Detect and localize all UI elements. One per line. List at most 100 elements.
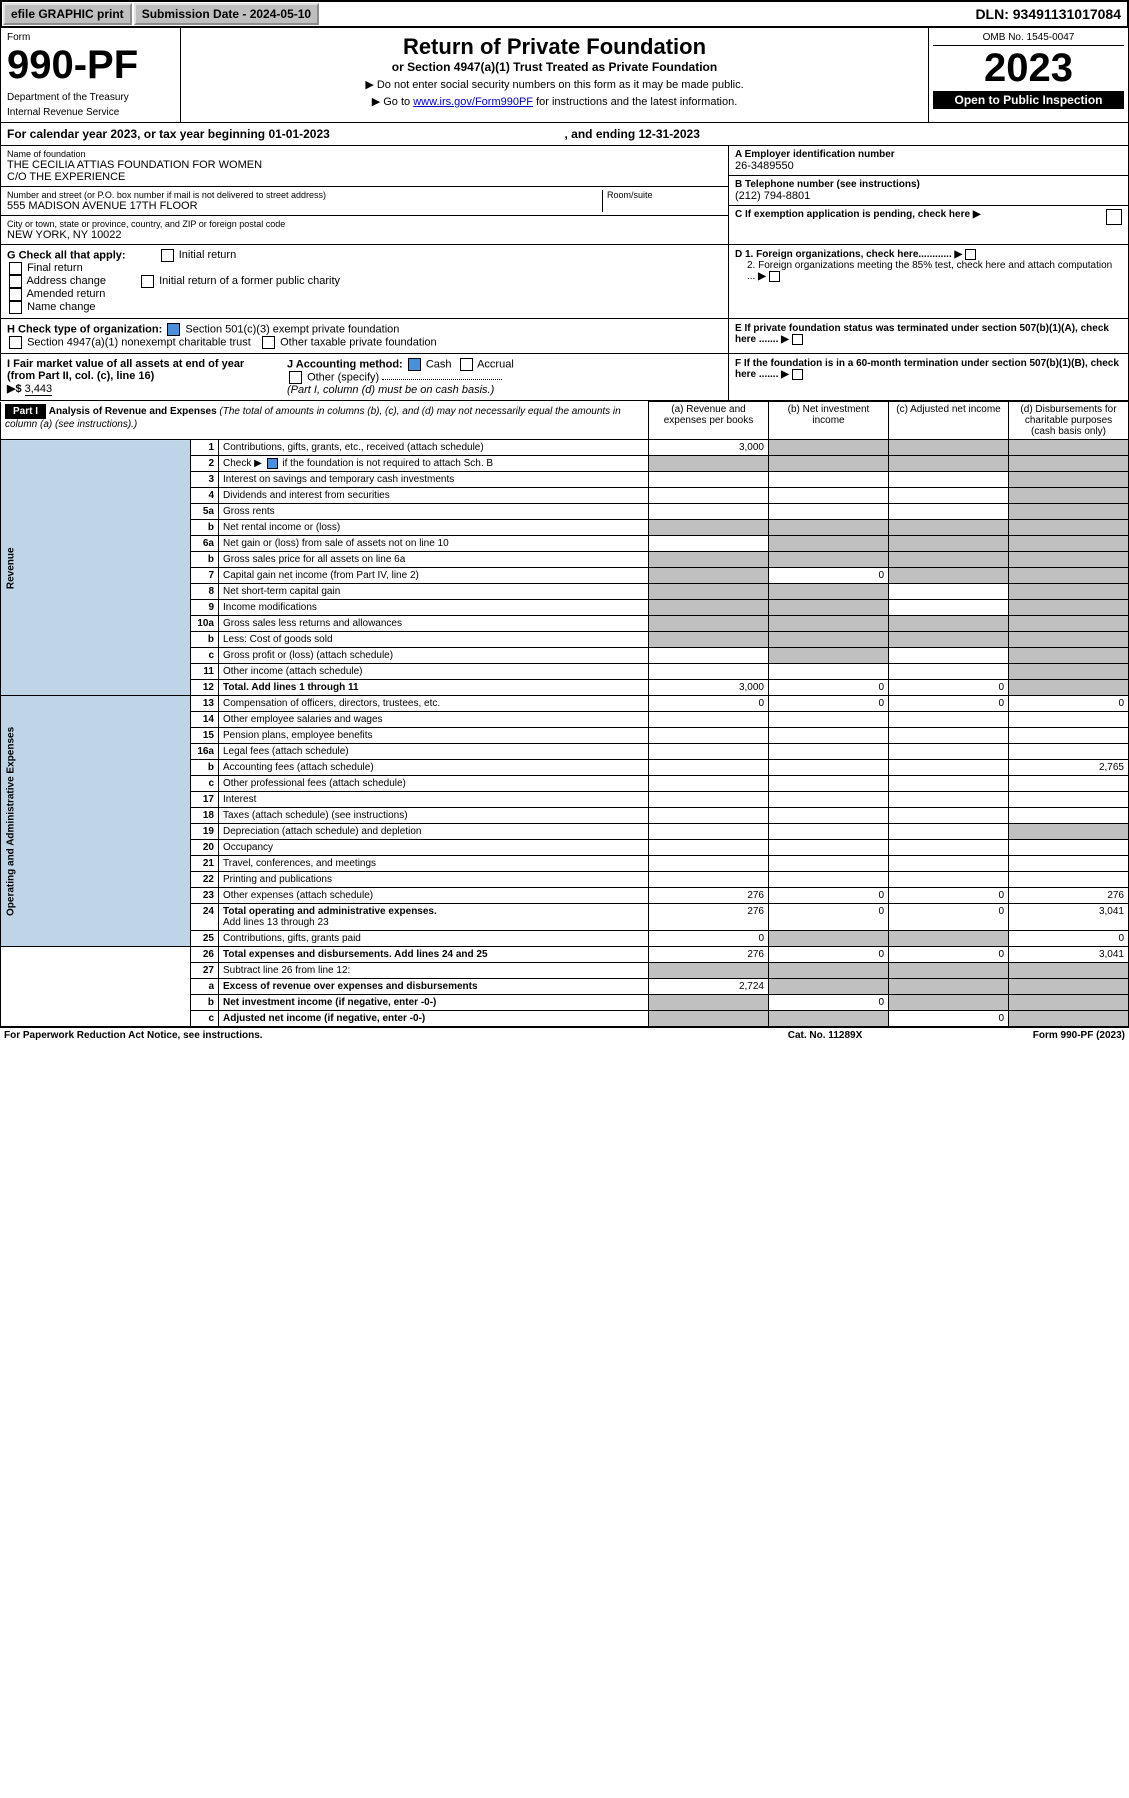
form-title: Return of Private Foundation — [187, 34, 922, 60]
form-subtitle: or Section 4947(a)(1) Trust Treated as P… — [187, 60, 922, 74]
l24-a: 276 — [649, 904, 769, 931]
l12-b: 0 — [769, 680, 889, 696]
l12-a: 3,000 — [649, 680, 769, 696]
calendar-year-row: For calendar year 2023, or tax year begi… — [0, 123, 1129, 146]
section-ij: I Fair market value of all assets at end… — [1, 354, 728, 400]
form-number: 990-PF — [7, 43, 174, 88]
section-f: F If the foundation is in a 60-month ter… — [728, 354, 1128, 400]
amended-return-checkbox[interactable] — [9, 288, 22, 301]
line-19: Depreciation (attach schedule) and deple… — [219, 824, 649, 840]
line-16a: Legal fees (attach schedule) — [219, 744, 649, 760]
501c3-checkbox[interactable] — [167, 323, 180, 336]
line-6a: Net gain or (loss) from sale of assets n… — [219, 536, 649, 552]
paperwork-notice: For Paperwork Reduction Act Notice, see … — [4, 1030, 725, 1041]
accrual-checkbox[interactable] — [460, 358, 473, 371]
status-terminated-checkbox[interactable] — [792, 334, 803, 345]
line-27b: Net investment income (if negative, ente… — [219, 995, 649, 1011]
form-header: Form 990-PF Department of the Treasury I… — [0, 28, 1129, 123]
form-label: Form — [7, 32, 174, 43]
l23-d: 276 — [1009, 888, 1129, 904]
info-block: Name of foundation THE CECILIA ATTIAS FO… — [0, 146, 1129, 245]
l7-b: 0 — [769, 568, 889, 584]
exemption-pending-cell: C If exemption application is pending, c… — [729, 206, 1128, 223]
schb-checkbox[interactable] — [267, 458, 278, 469]
l13-c: 0 — [889, 696, 1009, 712]
col-b-header: (b) Net investment income — [769, 402, 889, 440]
l24-c: 0 — [889, 904, 1009, 931]
l26-d: 3,041 — [1009, 947, 1129, 963]
line-10b: Less: Cost of goods sold — [219, 632, 649, 648]
line-6b: Gross sales price for all assets on line… — [219, 552, 649, 568]
header-right: OMB No. 1545-0047 2023 Open to Public In… — [928, 28, 1128, 122]
l27c-c: 0 — [889, 1011, 1009, 1027]
line-24: Total operating and administrative expen… — [219, 904, 649, 931]
year-end: , and ending 12-31-2023 — [565, 127, 1123, 141]
omb-number: OMB No. 1545-0047 — [933, 32, 1124, 46]
line-3: Interest on savings and temporary cash i… — [219, 472, 649, 488]
year-begin: For calendar year 2023, or tax year begi… — [7, 127, 565, 141]
header-left: Form 990-PF Department of the Treasury I… — [1, 28, 181, 122]
line-17: Interest — [219, 792, 649, 808]
line-15: Pension plans, employee benefits — [219, 728, 649, 744]
telephone-cell: B Telephone number (see instructions) (2… — [729, 176, 1128, 206]
info-right: A Employer identification number 26-3489… — [728, 146, 1128, 244]
4947a1-checkbox[interactable] — [9, 336, 22, 349]
open-inspection: Open to Public Inspection — [933, 91, 1124, 109]
ein-cell: A Employer identification number 26-3489… — [729, 146, 1128, 176]
col-c-header: (c) Adjusted net income — [889, 402, 1009, 440]
line-4: Dividends and interest from securities — [219, 488, 649, 504]
l23-a: 276 — [649, 888, 769, 904]
address-change-checkbox[interactable] — [9, 275, 22, 288]
l27b-b: 0 — [769, 995, 889, 1011]
foreign-org-checkbox[interactable] — [965, 249, 976, 260]
l13-b: 0 — [769, 696, 889, 712]
l12-c: 0 — [889, 680, 1009, 696]
city-cell: City or town, state or province, country… — [1, 216, 728, 244]
section-h: H Check type of organization: Section 50… — [1, 319, 728, 353]
line-1: Contributions, gifts, grants, etc., rece… — [219, 440, 649, 456]
line-5a: Gross rents — [219, 504, 649, 520]
cash-checkbox[interactable] — [408, 358, 421, 371]
initial-return-public-checkbox[interactable] — [141, 275, 154, 288]
final-return-checkbox[interactable] — [9, 262, 22, 275]
line-16b: Accounting fees (attach schedule) — [219, 760, 649, 776]
line-18: Taxes (attach schedule) (see instruction… — [219, 808, 649, 824]
l25-d: 0 — [1009, 931, 1129, 947]
line-10c: Gross profit or (loss) (attach schedule) — [219, 648, 649, 664]
part1-label: Part I — [5, 404, 46, 419]
foreign-85pct-checkbox[interactable] — [769, 271, 780, 282]
page-footer: For Paperwork Reduction Act Notice, see … — [0, 1027, 1129, 1043]
l13-d: 0 — [1009, 696, 1129, 712]
section-g-row: G Check all that apply: Initial return F… — [0, 245, 1129, 319]
info-left: Name of foundation THE CECILIA ATTIAS FO… — [1, 146, 728, 244]
note-ssn: ▶ Do not enter social security numbers o… — [187, 78, 922, 91]
submission-date: Submission Date - 2024-05-10 — [134, 3, 319, 25]
line-22: Printing and publications — [219, 872, 649, 888]
line-5b: Net rental income or (loss) — [219, 520, 649, 536]
section-ij-row: I Fair market value of all assets at end… — [0, 354, 1129, 401]
line-13: Compensation of officers, directors, tru… — [219, 696, 649, 712]
60month-checkbox[interactable] — [792, 369, 803, 380]
analysis-table: Part I Analysis of Revenue and Expenses … — [0, 401, 1129, 1027]
line-27a: Excess of revenue over expenses and disb… — [219, 979, 649, 995]
section-e: E If private foundation status was termi… — [728, 319, 1128, 353]
dln: DLN: 93491131017084 — [969, 4, 1127, 24]
cat-no: Cat. No. 11289X — [725, 1030, 925, 1041]
form990pf-link[interactable]: www.irs.gov/Form990PF — [413, 96, 533, 108]
efile-print-button[interactable]: efile GRAPHIC print — [3, 3, 132, 25]
other-taxable-checkbox[interactable] — [262, 336, 275, 349]
line-2: Check ▶ if the foundation is not require… — [219, 456, 649, 472]
other-method-checkbox[interactable] — [289, 371, 302, 384]
line-27c: Adjusted net income (if negative, enter … — [219, 1011, 649, 1027]
name-change-checkbox[interactable] — [9, 301, 22, 314]
l27a-a: 2,724 — [649, 979, 769, 995]
initial-return-checkbox[interactable] — [161, 249, 174, 262]
section-d: D 1. Foreign organizations, check here..… — [728, 245, 1128, 318]
section-h-row: H Check type of organization: Section 50… — [0, 319, 1129, 354]
form-ref: Form 990-PF (2023) — [925, 1030, 1125, 1041]
l25-a: 0 — [649, 931, 769, 947]
l1-a: 3,000 — [649, 440, 769, 456]
revenue-vert-label: Revenue — [1, 440, 191, 696]
pending-checkbox[interactable] — [1106, 209, 1122, 225]
l23-c: 0 — [889, 888, 1009, 904]
